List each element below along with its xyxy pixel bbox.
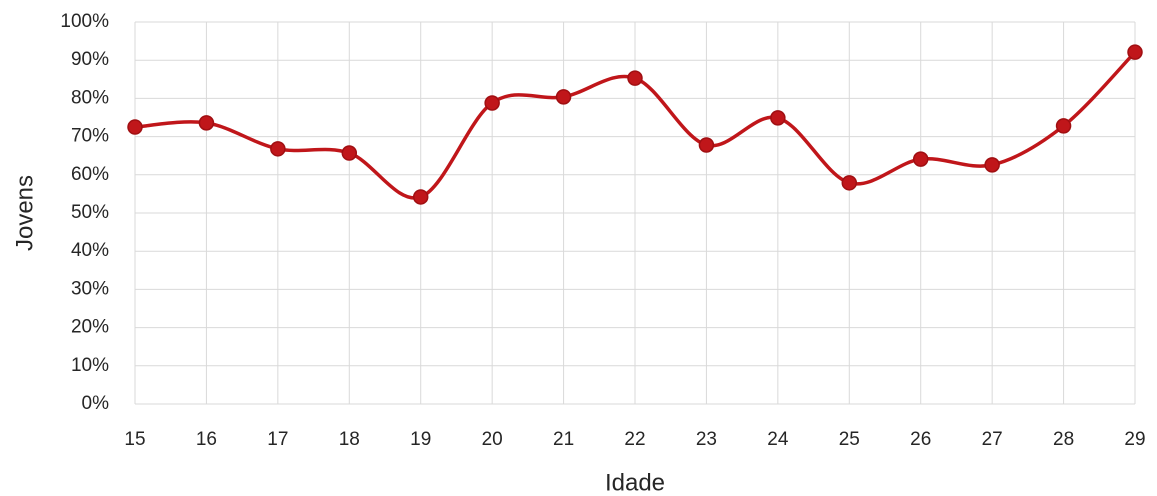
x-tick-label: 23 [696, 429, 717, 450]
marker [270, 141, 286, 157]
x-tick-label: 27 [982, 429, 1003, 450]
marker [627, 70, 643, 86]
x-tick-label: 20 [482, 429, 503, 450]
y-tick-label: 70% [71, 126, 109, 147]
marker [984, 157, 1000, 173]
y-tick-label: 50% [71, 202, 109, 223]
y-tick-label: 80% [71, 87, 109, 108]
x-tick-label: 16 [196, 429, 217, 450]
x-tick-label: 28 [1053, 429, 1074, 450]
x-tick-label: 21 [553, 429, 574, 450]
marker [412, 189, 429, 205]
marker [198, 115, 215, 131]
x-tick-label: 25 [839, 429, 860, 450]
y-tick-label: 0% [82, 393, 110, 414]
y-tick-label: 10% [71, 355, 109, 376]
marker [841, 175, 858, 191]
x-tick-label: 18 [339, 429, 360, 450]
y-tick-label: 60% [71, 164, 109, 185]
y-tick-label: 20% [71, 317, 109, 338]
marker [770, 110, 786, 126]
marker [484, 95, 500, 111]
marker [912, 151, 929, 167]
y-tick-label: 30% [71, 278, 109, 299]
marker [341, 145, 358, 161]
y-tick-label: 90% [71, 49, 109, 70]
x-tick-label: 29 [1124, 429, 1145, 450]
y-tick-label: 100% [60, 11, 109, 32]
marker [698, 137, 715, 153]
x-tick-label: 26 [910, 429, 931, 450]
marker [1127, 44, 1143, 60]
x-tick-label: 17 [267, 429, 288, 450]
x-tick-label: 22 [624, 429, 645, 450]
y-tick-label: 40% [71, 240, 109, 261]
marker [555, 89, 572, 105]
y-axis-title: Jovens [11, 175, 38, 251]
x-tick-label: 19 [410, 429, 431, 450]
x-tick-label: 15 [124, 429, 145, 450]
x-tick-label: 24 [767, 429, 789, 450]
marker [127, 119, 143, 135]
x-axis-title: Idade [605, 469, 665, 496]
marker [1055, 118, 1072, 134]
